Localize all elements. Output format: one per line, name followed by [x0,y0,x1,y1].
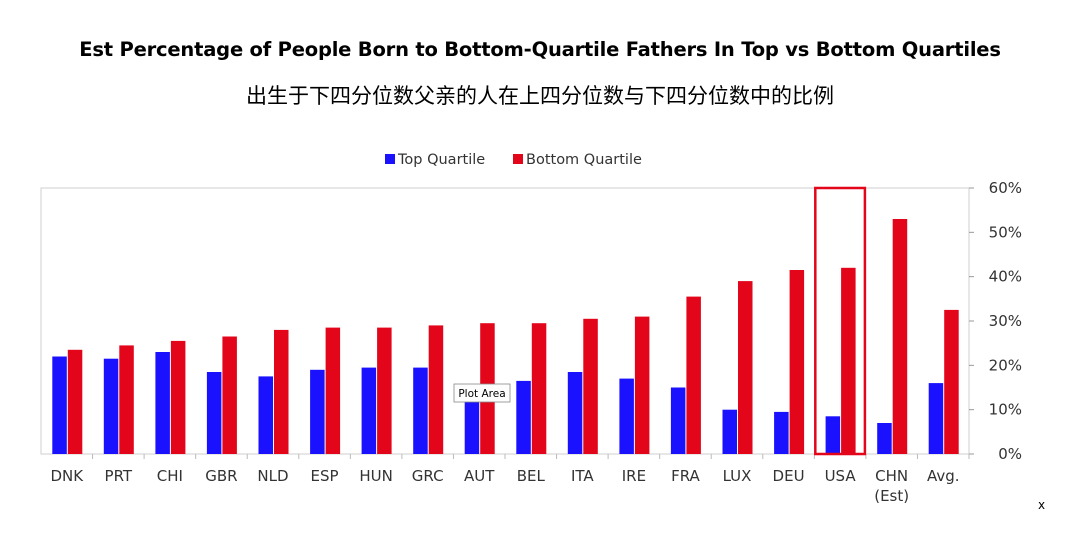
chart-subtitle: 出生于下四分位数父亲的人在上四分位数与下四分位数中的比例 [246,84,834,108]
y-tick-label: 30% [989,312,1022,330]
bar-top-7[interactable] [413,367,428,454]
x-tick-label: BEL [517,467,546,485]
bar-top-8[interactable] [464,396,480,454]
chart-title: Est Percentage of People Born to Bottom-… [79,38,1001,61]
bar-bottom-12[interactable] [686,296,701,454]
bar-top-1[interactable] [103,358,119,454]
y-tick-label: 60% [989,179,1022,197]
bar-bottom-10[interactable] [583,318,598,454]
x-tick-label: GBR [205,467,237,485]
bar-bottom-1[interactable] [119,345,134,454]
bar-bottom-14[interactable] [789,270,805,454]
stray-x-mark: x [1038,498,1046,512]
x-tick-label: NLD [257,467,288,485]
bar-bottom-4[interactable] [274,329,289,454]
x-tick-label: AUT [464,467,495,485]
bar-bottom-11[interactable] [634,316,650,454]
bar-top-0[interactable] [52,356,67,455]
bar-bottom-5[interactable] [325,327,341,454]
legend-swatch-bottom [513,154,523,164]
x-tick-label: LUX [723,467,752,485]
y-tick-label: 0% [998,445,1022,463]
x-tick-label: ESP [311,467,339,485]
usa-highlight-box [814,186,867,456]
bar-top-5[interactable] [310,369,325,454]
x-tick-label: DEU [773,467,805,485]
bar-bottom-7[interactable] [428,325,444,454]
legend: Top Quartile Bottom Quartile [385,152,642,168]
x-tick-label: CHI [157,467,183,485]
bar-bottom-3[interactable] [222,336,237,455]
x-tick-label: USA [825,467,857,485]
bar-top-14[interactable] [774,411,789,454]
bar-bottom-13[interactable] [738,281,753,454]
bar-top-9[interactable] [516,380,531,454]
bar-top-3[interactable] [206,372,222,454]
x-tick-label: HUN [359,467,392,485]
bar-top-2[interactable] [155,352,170,454]
bar-top-10[interactable] [567,372,583,454]
bar-top-16[interactable] [877,423,892,454]
y-tick-label: 40% [989,268,1022,286]
bar-top-6[interactable] [361,367,377,454]
legend-label-bottom: Bottom Quartile [526,152,642,168]
bar-top-11[interactable] [619,378,634,454]
y-tick-label: 20% [989,356,1022,374]
bar-bottom-0[interactable] [67,349,83,454]
y-tick-label: 10% [989,401,1022,419]
bar-top-15[interactable] [825,416,841,454]
plot-area-tooltip: Plot Area [453,383,511,403]
x-tick-label: FRA [671,467,700,485]
bar-bottom-15[interactable] [841,267,856,454]
bar-bottom-17[interactable] [944,309,959,454]
x-tick-label: ITA [571,467,594,485]
bar-top-13[interactable] [722,409,738,454]
bar-bottom-6[interactable] [377,327,392,454]
x-tick-label: Avg. [927,467,960,485]
bar-top-17[interactable] [928,383,944,454]
bar-bottom-2[interactable] [170,340,186,454]
x-tick-label: CHN (Est) [874,467,909,505]
x-tick-label: IRE [622,467,646,485]
tooltip-text: Plot Area [458,388,505,400]
bar-bottom-16[interactable] [892,219,908,454]
bar-bottom-9[interactable] [531,323,547,454]
x-tick-label: PRT [105,467,133,485]
legend-label-top: Top Quartile [397,152,485,168]
x-tick-label: GRC [412,467,444,485]
bar-top-12[interactable] [670,387,686,455]
bar-top-4[interactable] [258,376,274,454]
x-tick-label: DNK [50,467,84,485]
y-tick-label: 50% [989,223,1022,241]
legend-swatch-top [385,154,395,164]
